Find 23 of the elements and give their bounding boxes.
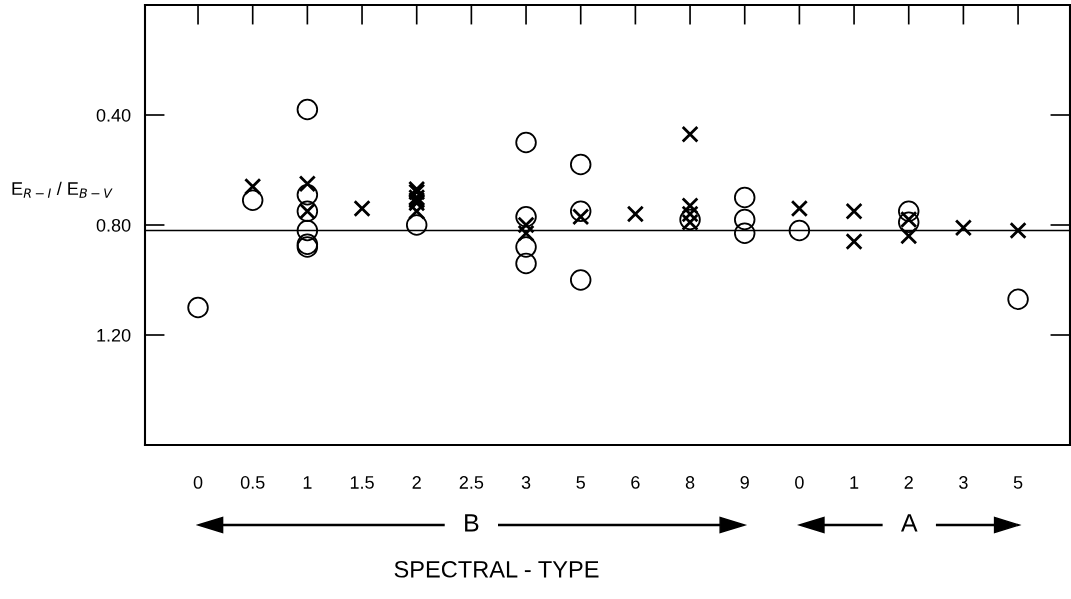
x-tick-label: 5	[1013, 476, 1023, 489]
text: B	[465, 514, 479, 532]
text: A	[900, 514, 918, 532]
x-tick-label: 1	[850, 476, 859, 489]
x-tick-label: 6	[631, 476, 640, 489]
x-tick-label: 8	[685, 476, 695, 489]
x-tick-label: 0	[193, 476, 203, 489]
x-tick-label: 1.5	[350, 476, 374, 489]
x-axis-title: SPECTRAL - TYPE	[394, 560, 599, 578]
x-tick-label: 9	[740, 476, 749, 489]
y-axis-title: E$_{R−I}$ / E$_{B−V}$	[12, 181, 113, 198]
x-tick-label: 2	[412, 476, 421, 489]
x-tick-label: 0	[795, 476, 804, 489]
x-tick-label: 3	[959, 476, 968, 489]
x-tick-label: 5	[576, 476, 585, 489]
x-tick-label: 0.5	[240, 476, 265, 489]
y-tick-label: 0.40	[96, 108, 131, 122]
x-tick-label: 3	[521, 476, 531, 489]
x-tick-label: 2.5	[459, 476, 484, 489]
x-tick-label: 2	[904, 476, 913, 489]
x-tick-label: 1	[303, 476, 312, 489]
y-tick-label: 1.20	[97, 328, 131, 342]
y-tick-label: 0.80	[96, 218, 131, 232]
